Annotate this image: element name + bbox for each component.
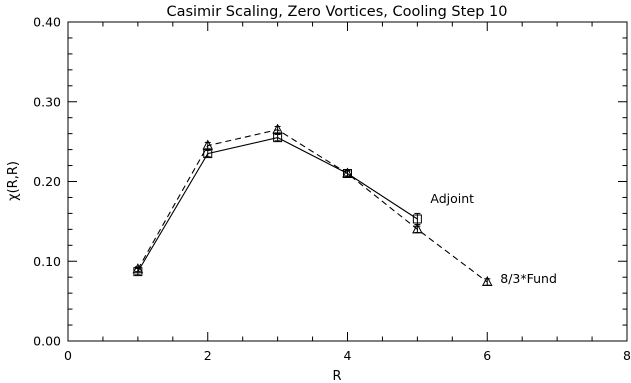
x-tick-label: 6	[483, 348, 491, 363]
y-tick-labels: 0.00 0.10 0.20 0.30 0.40	[33, 15, 61, 349]
series-layer: Adjoint 8/3*Fund	[132, 123, 557, 286]
axes	[67, 21, 628, 342]
series-label: 8/3*Fund	[500, 271, 557, 286]
x-tick-label: 2	[204, 348, 212, 363]
data-point-triangle	[481, 275, 493, 286]
y-tick-label: 0.10	[33, 254, 61, 269]
x-tick-label: 4	[344, 348, 352, 363]
data-point-triangle	[202, 139, 214, 150]
data-point-triangle	[132, 263, 144, 274]
x-tick-labels: 0 2 4 6 8	[64, 348, 631, 363]
data-point-triangle	[412, 223, 423, 234]
series-square: Adjoint	[133, 133, 474, 277]
y-tick-label: 0.20	[33, 174, 61, 189]
y-tick-label: 0.40	[33, 15, 61, 30]
series-line	[137, 137, 418, 272]
y-tick-label: 0.00	[33, 334, 61, 349]
x-tick-label: 8	[623, 348, 631, 363]
series-line	[137, 129, 488, 283]
x-axis-title: R	[332, 369, 341, 383]
data-point-square	[412, 214, 422, 224]
series-label: Adjoint	[430, 191, 474, 206]
data-point-triangle	[342, 167, 353, 178]
y-tick-label: 0.30	[33, 94, 61, 109]
y-axis-title: χ(R,R)	[6, 161, 21, 201]
plot-frame	[67, 21, 628, 342]
x-tick-label: 0	[64, 348, 72, 363]
chart-title: Casimir Scaling, Zero Vortices, Cooling …	[166, 4, 507, 20]
series-triangle: 8/3*Fund	[132, 123, 557, 286]
data-point-triangle	[272, 123, 283, 134]
